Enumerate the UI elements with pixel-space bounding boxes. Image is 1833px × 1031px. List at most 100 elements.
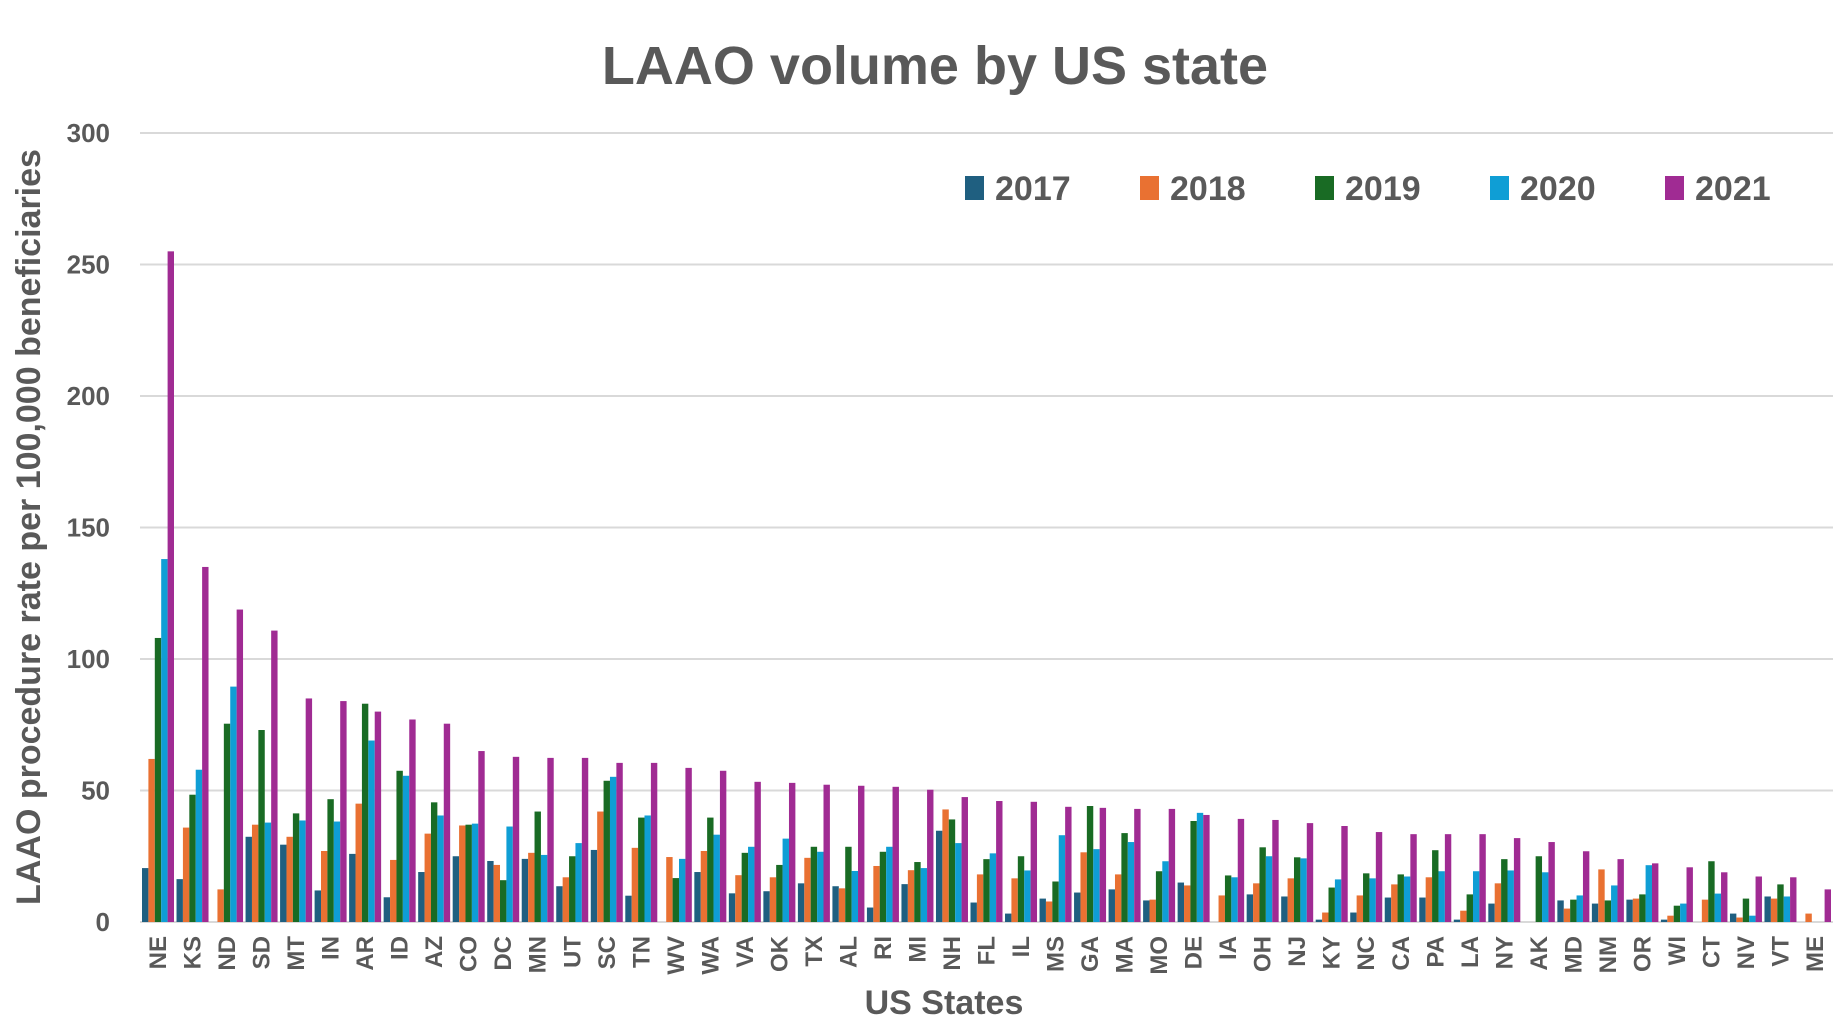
bar-mo-2021 [1168, 808, 1176, 922]
bar-ia-2020 [1231, 877, 1238, 922]
bar-ky-2019 [1328, 887, 1335, 922]
bar-ne-2021 [167, 251, 174, 923]
bar-nh-2021 [961, 797, 968, 922]
x-tick-label: ME [1802, 936, 1829, 972]
bar-nd-2021 [236, 609, 244, 922]
bar-al-2017 [832, 886, 839, 922]
bar-wi-2019 [1673, 905, 1681, 922]
bar-co-2021 [478, 751, 485, 922]
bar-ma-2018 [1114, 874, 1122, 922]
bar-al-2020 [851, 870, 859, 922]
bar-mt-2020 [299, 820, 306, 922]
x-tick-label: VT [1767, 936, 1794, 967]
bar-mi-2018 [907, 870, 915, 922]
bar-mo-2017 [1143, 900, 1150, 922]
x-axis-ticks: NE KS ND SD MT IN AR ID AZ CO DC MN UT SC TN WV WA VA OK TX… [145, 935, 1829, 974]
bar-tn-2021 [650, 762, 658, 922]
bar-co-2019 [465, 824, 472, 922]
bar-ny-2019 [1501, 859, 1508, 922]
bar-pa-2019 [1432, 850, 1439, 922]
bar-ny-2018 [1494, 883, 1502, 922]
bar-sd-2019 [258, 730, 265, 922]
y-tick-label: 250 [67, 250, 110, 280]
bar-mi-2017 [901, 884, 908, 922]
bar-or-2019 [1639, 894, 1646, 922]
bar-az-2018 [424, 833, 431, 922]
x-tick-label: CO [456, 936, 483, 972]
bar-de-2020 [1196, 812, 1204, 922]
bar-ky-2020 [1334, 879, 1342, 922]
bar-in-2018 [321, 850, 328, 922]
bar-nc-2017 [1350, 912, 1357, 922]
bar-la-2017 [1453, 919, 1461, 922]
legend-label-2017: 2017 [995, 170, 1071, 208]
bar-dc-2019 [500, 880, 507, 922]
x-tick-label: NJ [1284, 936, 1311, 967]
bar-vt-2019 [1777, 884, 1784, 922]
bar-vt-2020 [1783, 896, 1791, 922]
bar-ky-2018 [1322, 912, 1329, 922]
bar-la-2019 [1466, 894, 1473, 922]
bar-oh-2017 [1246, 894, 1254, 922]
bar-co-2017 [452, 856, 460, 922]
bar-dc-2020 [506, 826, 513, 922]
bars [142, 251, 1831, 923]
bar-ok-2019 [776, 864, 783, 922]
x-tick-label: NE [145, 936, 172, 969]
bar-il-2020 [1024, 870, 1031, 922]
bar-pa-2021 [1444, 834, 1452, 922]
bar-nj-2021 [1306, 823, 1314, 922]
bar-mn-2020 [540, 854, 548, 922]
x-tick-label: DC [490, 936, 517, 971]
x-tick-label: NY [1491, 936, 1518, 969]
legend-swatch-2021 [1665, 176, 1684, 200]
bar-md-2019 [1570, 899, 1577, 922]
x-tick-label: LA [1457, 936, 1484, 968]
bar-nm-2019 [1604, 900, 1612, 922]
bar-wa-2019 [707, 817, 714, 922]
bar-md-2017 [1557, 900, 1564, 922]
bar-pa-2017 [1419, 897, 1426, 922]
bar-tn-2017 [625, 895, 632, 922]
bar-mi-2020 [920, 868, 928, 922]
bar-nv-2017 [1729, 913, 1737, 922]
bar-sd-2017 [245, 836, 252, 922]
bar-va-2020 [748, 846, 755, 922]
x-tick-label: ND [214, 936, 241, 971]
bar-wa-2021 [719, 770, 727, 922]
bar-wa-2020 [713, 834, 720, 922]
bar-ma-2021 [1134, 808, 1141, 922]
bar-nv-2019 [1742, 898, 1750, 922]
x-axis-label: US States [865, 984, 1024, 1022]
bar-tx-2021 [823, 784, 830, 922]
bar-mt-2018 [286, 836, 293, 922]
x-tick-label: WV [663, 936, 690, 975]
bar-la-2020 [1472, 871, 1480, 922]
bar-de-2019 [1190, 821, 1197, 922]
bar-id-2019 [396, 770, 403, 922]
bar-tx-2020 [817, 851, 824, 922]
x-tick-label: NH [939, 936, 966, 971]
y-tick-label: 100 [67, 644, 110, 674]
bar-ri-2021 [892, 786, 899, 922]
bar-mn-2017 [521, 858, 529, 922]
x-tick-label: AR [352, 936, 379, 971]
bar-ct-2021 [1721, 872, 1728, 922]
bar-ga-2017 [1074, 892, 1081, 922]
bar-ga-2021 [1099, 807, 1107, 922]
bar-ms-2021 [1065, 806, 1072, 922]
bar-in-2017 [314, 890, 322, 922]
x-tick-label: SC [594, 936, 621, 969]
bar-id-2020 [402, 775, 410, 922]
bar-ut-2017 [556, 886, 563, 922]
y-tick-label: 150 [67, 513, 110, 543]
bar-de-2018 [1184, 885, 1191, 922]
bar-ri-2019 [879, 851, 887, 922]
bar-wi-2020 [1680, 903, 1687, 922]
bar-ct-2018 [1701, 899, 1709, 922]
bar-tx-2018 [804, 857, 811, 922]
bar-ct-2019 [1708, 861, 1715, 922]
bar-la-2018 [1460, 910, 1467, 922]
bar-az-2019 [430, 802, 438, 922]
bar-id-2021 [409, 719, 416, 922]
